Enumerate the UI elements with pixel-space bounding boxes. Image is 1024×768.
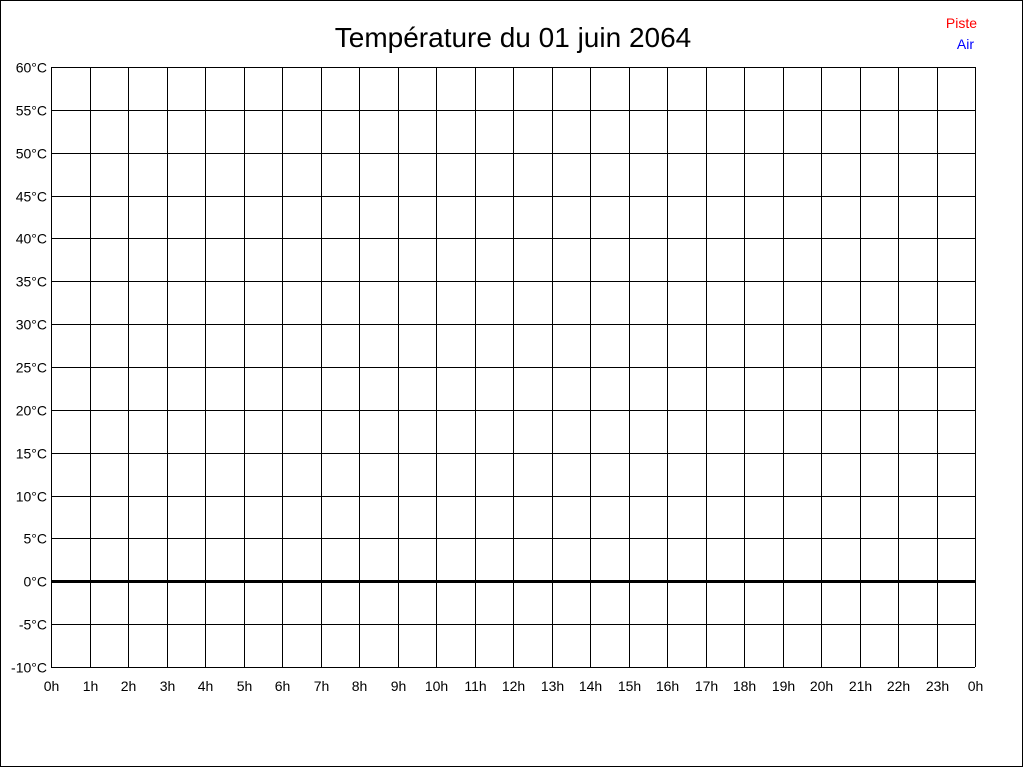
y-tick-label: 0°C	[24, 574, 48, 590]
x-tick-label: 23h	[926, 678, 949, 694]
legend-air: Air	[957, 36, 974, 52]
legend-piste: Piste	[946, 15, 977, 31]
x-tick-label: 9h	[391, 678, 407, 694]
x-tick-label: 21h	[849, 678, 872, 694]
x-tick-label: 4h	[198, 678, 214, 694]
x-tick-label: 20h	[810, 678, 833, 694]
y-tick-label: 30°C	[16, 317, 47, 333]
y-tick-label: -5°C	[19, 617, 47, 633]
x-tick-label: 8h	[352, 678, 368, 694]
y-tick-label: 15°C	[16, 446, 47, 462]
x-tick-label: 0h	[968, 678, 984, 694]
x-tick-label: 12h	[502, 678, 525, 694]
x-tick-label: 14h	[579, 678, 602, 694]
y-tick-label: 20°C	[16, 403, 47, 419]
grid	[51, 67, 976, 668]
chart-title: Température du 01 juin 2064	[335, 22, 691, 53]
y-tick-label: 5°C	[24, 531, 48, 547]
x-tick-label: 22h	[887, 678, 910, 694]
x-tick-label: 7h	[314, 678, 330, 694]
x-tick-label: 15h	[618, 678, 641, 694]
y-tick-label: 55°C	[16, 103, 47, 119]
y-tick-label: 50°C	[16, 146, 47, 162]
x-tick-label: 19h	[772, 678, 795, 694]
x-tick-label: 5h	[237, 678, 253, 694]
y-tick-label: 60°C	[16, 60, 47, 76]
x-tick-label: 6h	[275, 678, 291, 694]
x-tick-label: 13h	[541, 678, 564, 694]
y-axis-labels: 60°C 55°C 50°C 45°C 40°C 35°C 30°C 25°C 20°C 15°C…	[11, 60, 47, 676]
x-tick-label: 0h	[44, 678, 60, 694]
x-tick-label: 11h	[464, 678, 486, 694]
x-tick-label: 16h	[656, 678, 679, 694]
y-tick-label: 10°C	[16, 489, 47, 505]
x-tick-label: 2h	[121, 678, 137, 694]
x-tick-label: 18h	[733, 678, 756, 694]
x-tick-label: 10h	[425, 678, 448, 694]
y-tick-label: 25°C	[16, 360, 47, 376]
x-tick-label: 3h	[160, 678, 176, 694]
y-tick-label: -10°C	[11, 660, 47, 676]
y-tick-label: 45°C	[16, 189, 47, 205]
x-tick-label: 17h	[695, 678, 718, 694]
y-tick-label: 40°C	[16, 231, 47, 247]
x-tick-label: 1h	[83, 678, 99, 694]
y-tick-label: 35°C	[16, 274, 47, 290]
x-axis-labels: 0h 1h 2h 3h 4h 5h 6h 7h 8h 9h 10h 11h 12h 13h 14h 15h 16…	[44, 678, 984, 694]
